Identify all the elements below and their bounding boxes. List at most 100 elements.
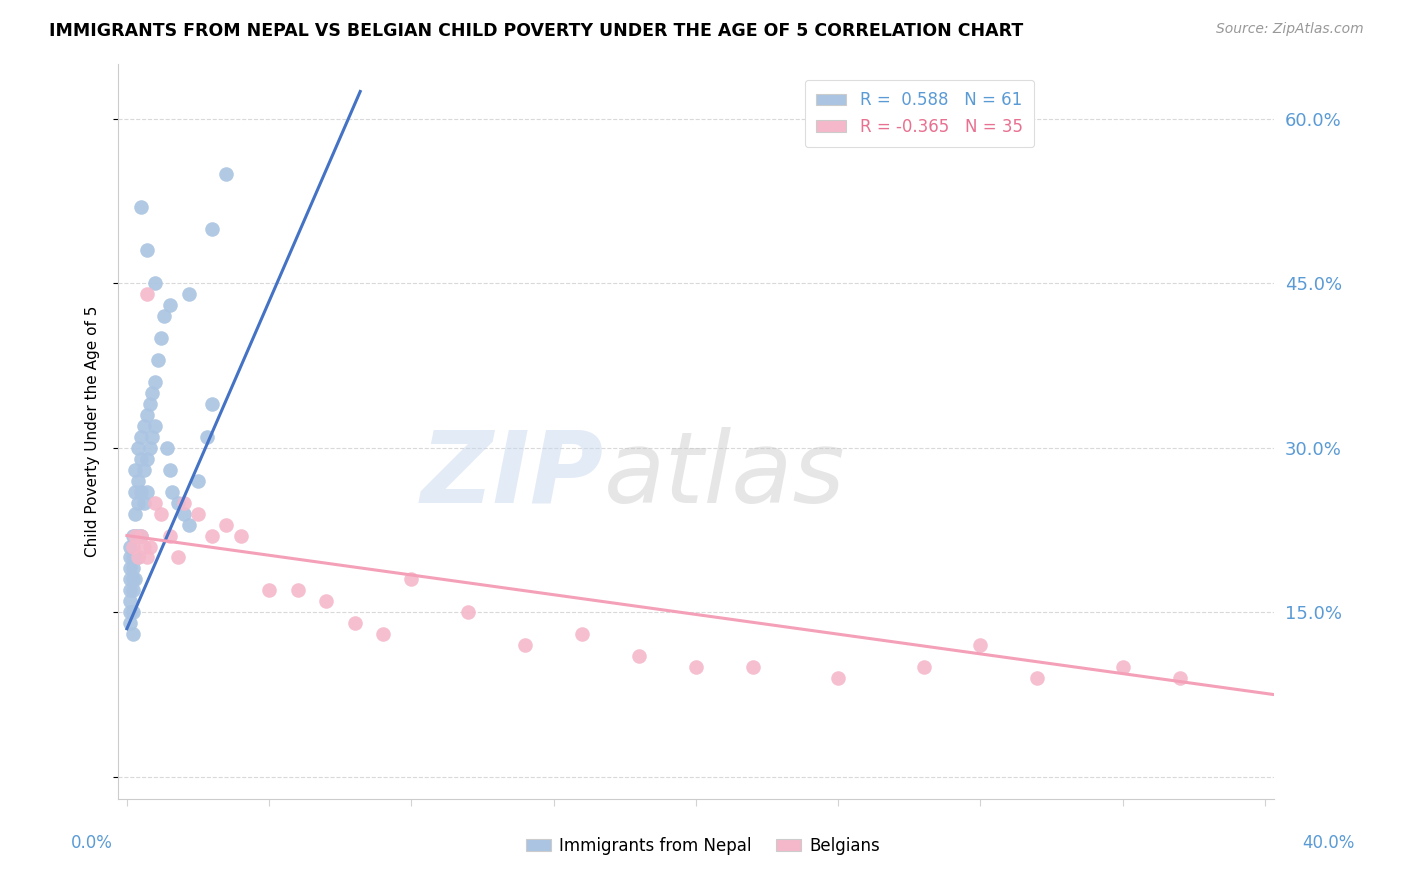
Point	[1112, 660, 1135, 674]
Point	[141, 386, 163, 401]
Point	[124, 528, 146, 542]
Point	[371, 627, 394, 641]
Point	[150, 331, 173, 345]
Point	[135, 484, 157, 499]
Point	[118, 605, 141, 619]
Point	[118, 594, 141, 608]
Point	[141, 430, 163, 444]
Text: Source: ZipAtlas.com: Source: ZipAtlas.com	[1216, 22, 1364, 37]
Point	[969, 638, 991, 652]
Point	[1026, 671, 1049, 685]
Point	[127, 550, 149, 565]
Point	[129, 200, 152, 214]
Point	[173, 507, 195, 521]
Point	[741, 660, 763, 674]
Point	[124, 573, 146, 587]
Point	[129, 528, 152, 542]
Point	[124, 507, 146, 521]
Point	[315, 594, 337, 608]
Point	[229, 528, 252, 542]
Point	[121, 573, 143, 587]
Point	[685, 660, 707, 674]
Point	[135, 244, 157, 258]
Point	[138, 540, 160, 554]
Point	[628, 649, 651, 664]
Point	[162, 484, 184, 499]
Point	[167, 496, 190, 510]
Point	[167, 550, 190, 565]
Point	[201, 221, 224, 235]
Point	[515, 638, 537, 652]
Point	[159, 528, 181, 542]
Text: 40.0%: 40.0%	[1302, 834, 1355, 852]
Point	[179, 517, 201, 532]
Point	[121, 627, 143, 641]
Point	[127, 528, 149, 542]
Point	[132, 463, 155, 477]
Point	[215, 167, 238, 181]
Legend: Immigrants from Nepal, Belgians: Immigrants from Nepal, Belgians	[519, 830, 887, 862]
Point	[148, 353, 170, 368]
Point	[827, 671, 849, 685]
Point	[401, 573, 423, 587]
Point	[118, 561, 141, 575]
Point	[118, 540, 141, 554]
Point	[150, 507, 173, 521]
Point	[156, 441, 179, 455]
Text: IMMIGRANTS FROM NEPAL VS BELGIAN CHILD POVERTY UNDER THE AGE OF 5 CORRELATION CH: IMMIGRANTS FROM NEPAL VS BELGIAN CHILD P…	[49, 22, 1024, 40]
Legend: R =  0.588   N = 61, R = -0.365   N = 35: R = 0.588 N = 61, R = -0.365 N = 35	[804, 79, 1035, 147]
Point	[195, 430, 218, 444]
Point	[159, 298, 181, 312]
Point	[127, 474, 149, 488]
Point	[124, 550, 146, 565]
Point	[129, 528, 152, 542]
Point	[1168, 671, 1191, 685]
Point	[143, 418, 166, 433]
Point	[132, 540, 155, 554]
Point	[201, 528, 224, 542]
Point	[124, 528, 146, 542]
Point	[143, 375, 166, 389]
Point	[129, 430, 152, 444]
Y-axis label: Child Poverty Under the Age of 5: Child Poverty Under the Age of 5	[86, 306, 100, 558]
Point	[121, 583, 143, 598]
Point	[118, 550, 141, 565]
Point	[159, 463, 181, 477]
Point	[118, 573, 141, 587]
Point	[127, 550, 149, 565]
Point	[118, 583, 141, 598]
Point	[121, 528, 143, 542]
Point	[153, 310, 176, 324]
Point	[187, 507, 209, 521]
Point	[129, 451, 152, 466]
Point	[287, 583, 309, 598]
Point	[187, 474, 209, 488]
Text: 0.0%: 0.0%	[70, 834, 112, 852]
Point	[127, 441, 149, 455]
Point	[257, 583, 280, 598]
Point	[121, 540, 143, 554]
Point	[124, 484, 146, 499]
Point	[343, 616, 366, 631]
Point	[132, 418, 155, 433]
Point	[912, 660, 935, 674]
Point	[179, 287, 201, 301]
Point	[215, 517, 238, 532]
Point	[201, 397, 224, 411]
Point	[121, 605, 143, 619]
Point	[118, 616, 141, 631]
Point	[135, 287, 157, 301]
Text: ZIP: ZIP	[420, 427, 603, 524]
Point	[173, 496, 195, 510]
Text: atlas: atlas	[603, 427, 845, 524]
Point	[138, 397, 160, 411]
Point	[132, 496, 155, 510]
Point	[121, 550, 143, 565]
Point	[121, 561, 143, 575]
Point	[124, 463, 146, 477]
Point	[135, 550, 157, 565]
Point	[127, 496, 149, 510]
Point	[143, 277, 166, 291]
Point	[457, 605, 479, 619]
Point	[138, 441, 160, 455]
